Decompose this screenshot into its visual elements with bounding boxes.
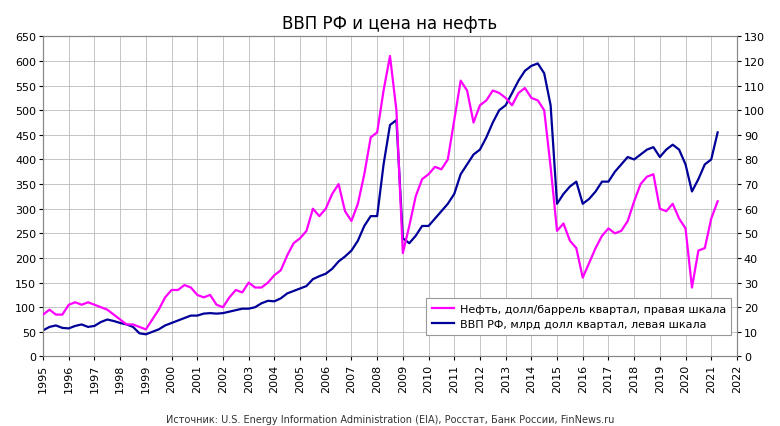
Text: Источник: U.S. Energy Information Administration (EIA), Росстат, Банк России, Fi: Источник: U.S. Energy Information Admini… [166, 414, 614, 424]
Legend: Нефть, долл/баррель квартал, правая шкала, ВВП РФ, млрд долл квартал, левая шкал: Нефть, долл/баррель квартал, правая шкал… [426, 299, 732, 335]
Title: ВВП РФ и цена на нефть: ВВП РФ и цена на нефть [282, 15, 498, 33]
